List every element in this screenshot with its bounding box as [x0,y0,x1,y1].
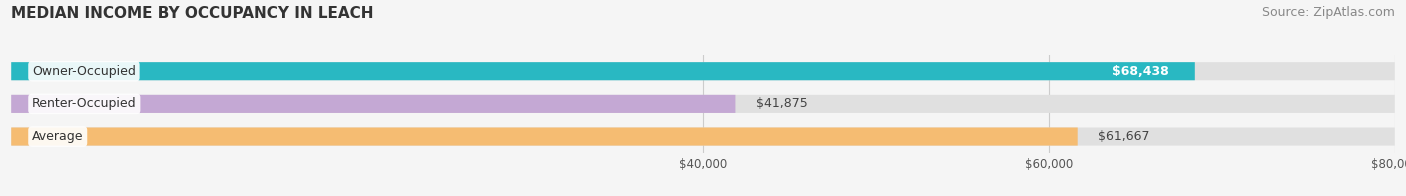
Text: $68,438: $68,438 [1112,65,1168,78]
Text: Source: ZipAtlas.com: Source: ZipAtlas.com [1261,6,1395,19]
Text: $41,875: $41,875 [756,97,808,110]
FancyBboxPatch shape [11,128,1078,146]
FancyBboxPatch shape [11,62,1395,80]
FancyBboxPatch shape [11,128,1395,146]
Text: Renter-Occupied: Renter-Occupied [32,97,136,110]
FancyBboxPatch shape [11,95,1395,113]
Text: Owner-Occupied: Owner-Occupied [32,65,136,78]
FancyBboxPatch shape [11,95,735,113]
FancyBboxPatch shape [11,62,1195,80]
Text: Average: Average [32,130,83,143]
Text: $61,667: $61,667 [1098,130,1150,143]
Text: MEDIAN INCOME BY OCCUPANCY IN LEACH: MEDIAN INCOME BY OCCUPANCY IN LEACH [11,6,374,21]
